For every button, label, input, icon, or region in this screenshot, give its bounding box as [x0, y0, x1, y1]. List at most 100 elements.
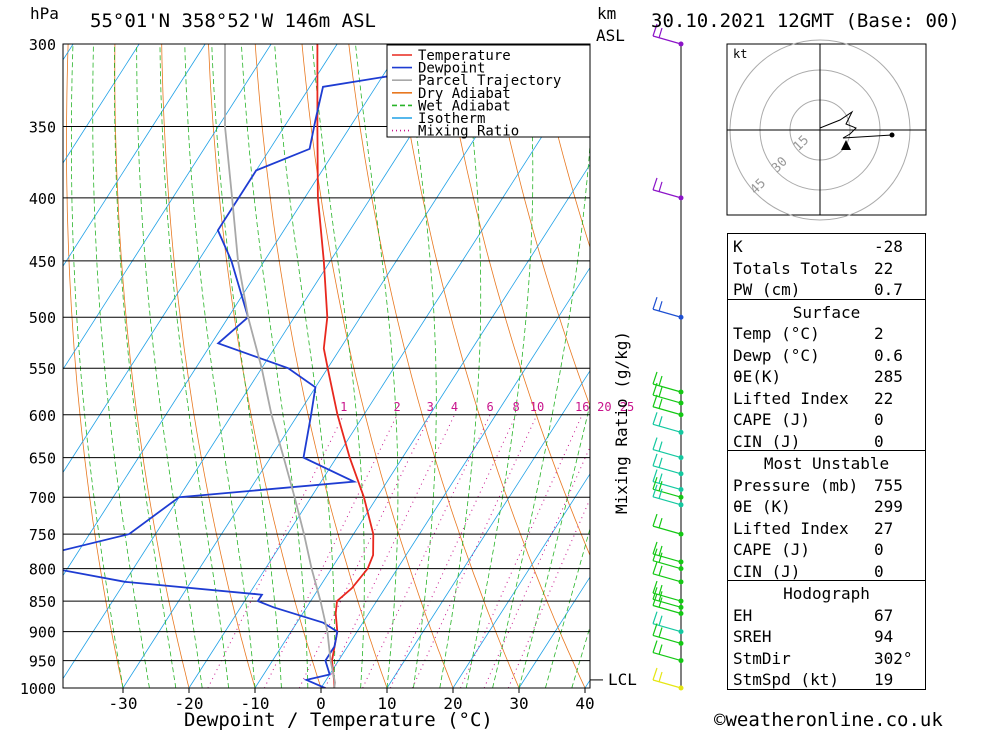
wind-barb-flag [658, 181, 663, 193]
param-label: StmDir [733, 648, 791, 668]
wind-barb-staff [652, 383, 682, 393]
param-value: 67 [874, 605, 894, 625]
wind-barb-flag [658, 627, 663, 638]
wind-barb-staff [652, 480, 682, 491]
isotherm [63, 44, 206, 267]
thermo-grid [63, 44, 1000, 688]
wind-barb-flag [658, 375, 663, 387]
param-label: Totals Totals [733, 258, 859, 278]
surface-box: Surface Temp (°C) 2 Dewp (°C) 0.6 θE(K) 285 Lif… [727, 298, 926, 451]
wind-barb-staff [652, 448, 682, 459]
wind-barb [652, 587, 684, 610]
mixing-ratio-line [362, 414, 491, 688]
pressure-tick-label: 550 [29, 360, 56, 378]
isotherm [188, 60, 590, 688]
wind-barb-flag [658, 584, 663, 596]
wind-barb-flag [658, 671, 663, 683]
index-box: K -28 Totals Totals 22 PW (cm) 0.7 [727, 233, 926, 299]
wind-barb-flag [658, 545, 663, 557]
wind-barb-flag [652, 593, 658, 606]
hpa-unit-label: hPa [30, 4, 59, 23]
pressure-tick-label: 750 [29, 526, 56, 544]
wind-barb-staff [652, 651, 682, 662]
isotherm [63, 44, 470, 680]
x-tick-label: 30 [509, 694, 528, 713]
param-row: Temp (°C) 2 [728, 321, 925, 343]
wind-barb-flag [658, 481, 663, 492]
wind-barb [652, 371, 684, 395]
wind-barb [652, 177, 684, 201]
param-label: SREH [733, 627, 772, 646]
param-section-title: Hodograph [783, 584, 870, 603]
wind-barb [652, 453, 684, 477]
wind-barb [652, 541, 684, 565]
pressure-tick-label: 950 [29, 653, 56, 671]
wet-adiabat [492, 139, 590, 688]
wind-barb [652, 513, 684, 537]
wind-barb-staff [652, 406, 682, 416]
param-row: K -28 [728, 234, 925, 256]
wind-barb [652, 412, 684, 435]
wet-adiabat [545, 527, 590, 688]
wind-barb [652, 477, 684, 500]
x-axis-title: Dewpoint / Temperature (°C) [184, 709, 493, 731]
param-label: EH [733, 605, 753, 625]
mixing-ratio-line [324, 414, 455, 688]
param-row: CIN (J) 0 [728, 559, 925, 581]
wind-barb-flag [658, 416, 663, 427]
legend-label: Mixing Ratio [418, 124, 519, 140]
dry-adiabat [488, 44, 590, 408]
x-tick-label: -10 [241, 694, 270, 713]
param-row: θE (K) 299 [728, 494, 925, 516]
param-value: 94 [874, 627, 894, 646]
param-label: CAPE (J) [733, 540, 811, 559]
wet-adiabat [518, 402, 590, 688]
dry-adiabat [348, 44, 520, 688]
wind-barb-flag [652, 667, 658, 681]
wind-barb [652, 611, 684, 635]
wind-barb-staff [652, 308, 682, 318]
wet-adiabat [241, 44, 309, 688]
wet-adiabat [211, 44, 282, 688]
wind-barb-flag [652, 623, 658, 636]
pressure-tick-label: 650 [29, 450, 56, 468]
wind-barb-flag [652, 371, 658, 385]
param-value: 0 [874, 540, 884, 559]
wet-adiabat [355, 44, 399, 688]
param-row: SREH 94 [728, 624, 925, 646]
asl-label: ASL [596, 26, 625, 45]
param-label: Lifted Index [733, 388, 849, 408]
wet-adiabat [465, 44, 534, 688]
wind-barb-staff [652, 604, 682, 615]
wind-barb-flag [652, 484, 658, 497]
param-section-title: Surface [792, 302, 861, 322]
param-row: EH 67 [728, 603, 925, 625]
lcl-label: LCL [608, 670, 637, 689]
wind-barb-staff [652, 394, 682, 404]
wind-barb-flag [652, 412, 658, 425]
isotherm [320, 266, 590, 688]
mixing-ratio-axis-title: Mixing Ratio (g/kg) [612, 330, 631, 514]
wind-barb-flag [658, 398, 663, 409]
dry-adiabat [957, 44, 1000, 688]
param-label: CIN (J) [733, 561, 801, 581]
datetime-title: 30.10.2021 12GMT (Base: 00) [651, 10, 960, 32]
wet-adiabat [71, 44, 124, 688]
most-unstable-box: Most Unstable Pressure (mb) 755 θE (K) 299 Li… [727, 450, 926, 581]
parameter-table: K -28 Totals Totals 22 PW (cm) 0.7 Surface Tem… [727, 233, 926, 690]
param-value: 2 [874, 324, 884, 343]
param-label: K [733, 237, 743, 256]
wind-barb-flag [652, 611, 658, 624]
param-label: PW (cm) [733, 280, 801, 299]
dry-adiabat [395, 44, 586, 688]
wind-barb-flag [658, 517, 663, 529]
wind-barb-staff [652, 634, 682, 644]
mixing-ratio-line [298, 414, 431, 688]
param-value: 755 [874, 475, 903, 495]
param-label: CIN (J) [733, 431, 801, 451]
wind-barb [652, 484, 684, 508]
wind-barb-flag [652, 437, 658, 450]
